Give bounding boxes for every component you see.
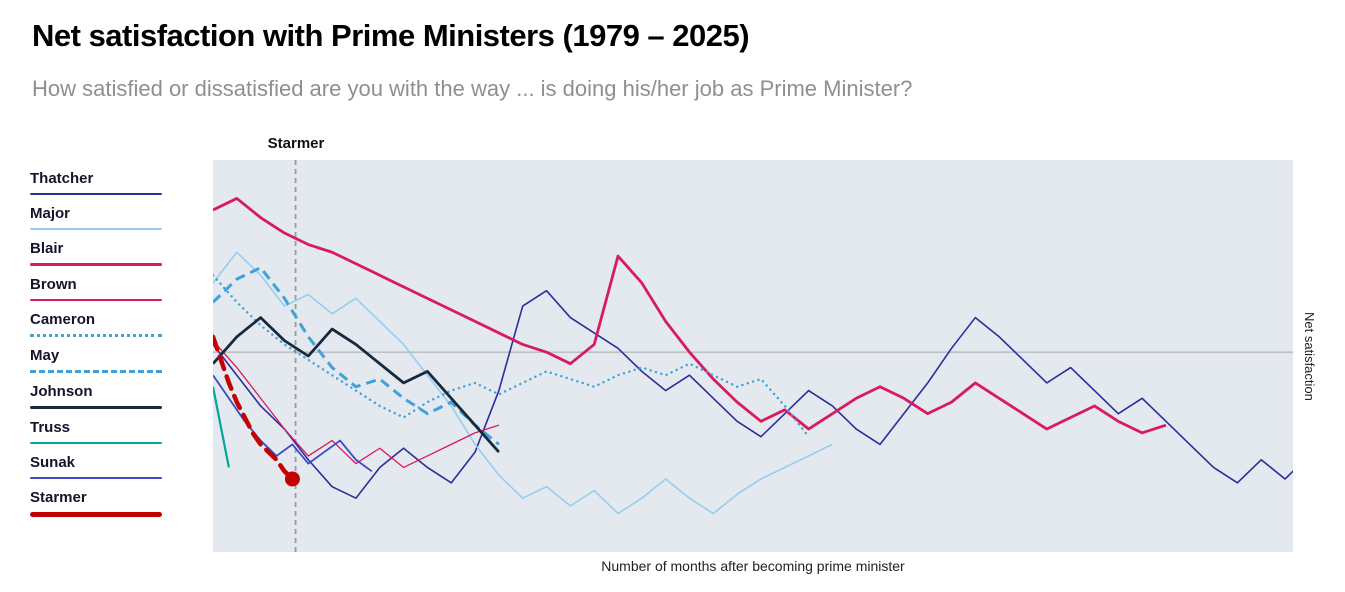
legend-line-swatch [30, 370, 162, 373]
plot-area [213, 160, 1293, 552]
legend: Thatcher Major Blair Brown Cameron May Johnson… [30, 170, 162, 527]
legend-item-johnson: Johnson [30, 383, 162, 409]
legend-label: Sunak [30, 454, 76, 471]
legend-item-brown: Brown [30, 276, 162, 301]
x-axis-label: Number of months after becoming prime mi… [601, 558, 905, 574]
legend-item-may: May [30, 347, 162, 373]
legend-label: Truss [30, 419, 71, 436]
y-axis-label-wrap: Net satisfaction [1302, 160, 1317, 552]
legend-item-blair: Blair [30, 240, 162, 266]
legend-label: Major [30, 205, 71, 222]
series-line-may [213, 266, 500, 446]
legend-label: Cameron [30, 311, 96, 328]
legend-label: Johnson [30, 383, 93, 400]
legend-line-swatch [30, 228, 162, 230]
series-line-truss [213, 386, 230, 468]
legend-item-thatcher: Thatcher [30, 170, 162, 195]
legend-line-swatch [30, 193, 162, 195]
legend-line-swatch [30, 263, 162, 266]
legend-label: Thatcher [30, 170, 94, 187]
series-line-johnson [213, 316, 500, 454]
legend-label: Blair [30, 240, 64, 257]
legend-item-major: Major [30, 205, 162, 230]
series-line-brown [213, 340, 500, 469]
legend-item-truss: Truss [30, 419, 162, 444]
legend-line-swatch [30, 512, 162, 517]
legend-line-swatch [30, 406, 162, 409]
legend-line-swatch [30, 442, 162, 444]
legend-line-swatch [30, 477, 162, 479]
legend-item-starmer: Starmer [30, 489, 162, 517]
page-subtitle: How satisfied or dissatisfied are you wi… [32, 76, 913, 101]
legend-line-swatch [30, 299, 162, 301]
legend-label: Starmer [30, 489, 87, 506]
series-line-major [213, 251, 833, 515]
legend-item-cameron: Cameron [30, 311, 162, 337]
legend-item-sunak: Sunak [30, 454, 162, 479]
series-line-thatcher [213, 289, 1293, 499]
end-marker-dot [284, 471, 300, 487]
page-title: Net satisfaction with Prime Ministers (1… [32, 18, 750, 53]
legend-label: May [30, 347, 60, 364]
series-line-starmer [213, 334, 295, 482]
series-line-blair [213, 197, 1167, 435]
legend-label: Brown [30, 276, 77, 293]
series-line-cameron [213, 274, 810, 438]
chart-svg [213, 160, 1293, 552]
series-line-sunak [213, 374, 373, 473]
annotation-label: Starmer [267, 135, 325, 152]
y-axis-label: Net satisfaction [1302, 311, 1317, 401]
legend-line-swatch [30, 334, 162, 337]
